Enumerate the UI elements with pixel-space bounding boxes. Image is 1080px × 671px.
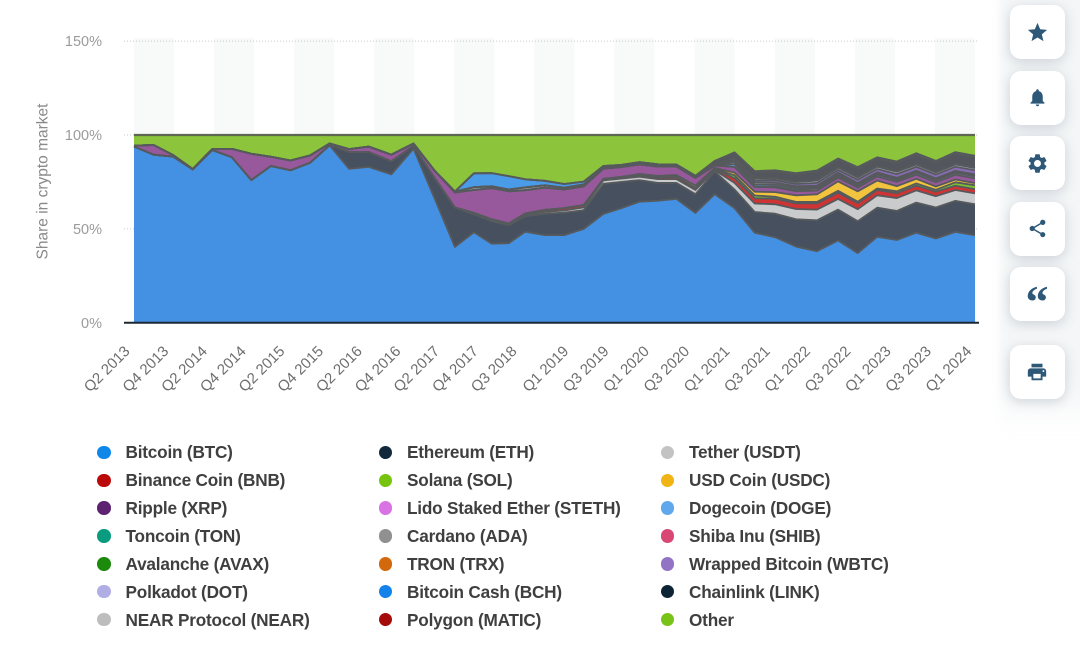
svg-text:0%: 0%	[81, 316, 102, 332]
svg-text:100%: 100%	[65, 128, 102, 144]
svg-text:50%: 50%	[73, 222, 102, 238]
svg-text:Share in crypto market: Share in crypto market	[35, 103, 52, 260]
svg-text:150%: 150%	[65, 34, 102, 50]
